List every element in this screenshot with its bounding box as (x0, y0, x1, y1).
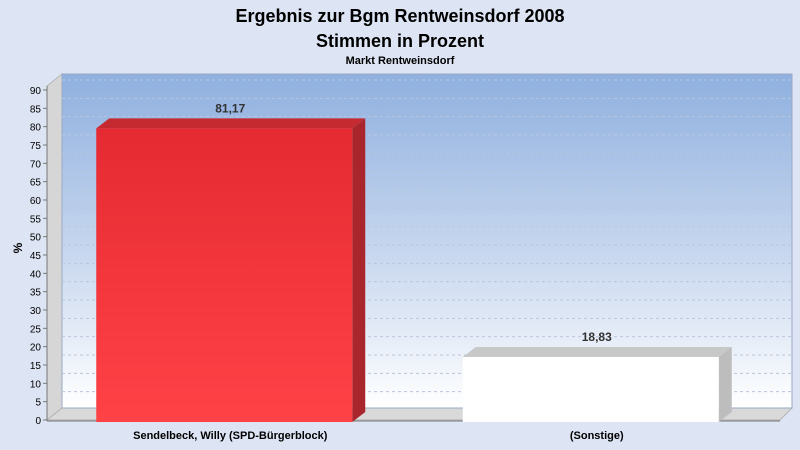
y-tick-label: 50 (30, 233, 42, 244)
y-tick-label: 70 (30, 159, 42, 170)
y-tick-label: 65 (30, 178, 42, 189)
y-axis-label: % (11, 242, 25, 253)
y-tick-label: 90 (30, 86, 42, 97)
y-tick-label: 40 (30, 269, 42, 280)
chart-title: Ergebnis zur Bgm Rentweinsdorf 2008 (235, 6, 564, 26)
y-tick-label: 5 (35, 398, 41, 409)
y-tick-label: 25 (30, 324, 42, 335)
category-labels: Sendelbeck, Willy (SPD-Bürgerblock) (Sons… (133, 430, 624, 442)
category-label: (Sonstige) (570, 430, 624, 442)
bar: 18,83 (462, 330, 732, 422)
y-tick-label: 75 (30, 141, 42, 152)
bar-top (96, 118, 366, 129)
y-tick-label: 35 (30, 288, 42, 299)
category-label: Sendelbeck, Willy (SPD-Bürgerblock) (133, 430, 328, 442)
bar-front (462, 356, 719, 422)
y-tick-label: 30 (30, 306, 42, 317)
chart-subtitle: Markt Rentweinsdorf (346, 55, 455, 67)
y-tick-label: 0 (35, 416, 41, 427)
y-tick-label: 85 (30, 104, 42, 115)
bar: 81,17 (96, 101, 366, 423)
y-tick-label: 55 (30, 214, 42, 225)
y-tick-label: 20 (30, 343, 42, 354)
y-tick-label: 60 (30, 196, 42, 207)
y-tick-label: 80 (30, 123, 42, 134)
chart-title-line2: Stimmen in Prozent (316, 31, 484, 51)
bar-top (462, 346, 732, 357)
data-label: 18,83 (582, 330, 612, 344)
bars: 81,17 18,83 (96, 101, 732, 423)
left-wall (46, 72, 63, 422)
bar-side (352, 118, 366, 423)
y-tick-label: 10 (30, 379, 42, 390)
data-label: 81,17 (215, 101, 245, 115)
bar-front (96, 128, 353, 423)
y-tick-label: 45 (30, 251, 42, 262)
bar-side (718, 346, 732, 422)
y-tick-label: 15 (30, 361, 42, 372)
y-axis: 0 5 10 15 20 25 30 35 40 45 50 55 60 65 70 75 80 85 90 (30, 86, 47, 427)
